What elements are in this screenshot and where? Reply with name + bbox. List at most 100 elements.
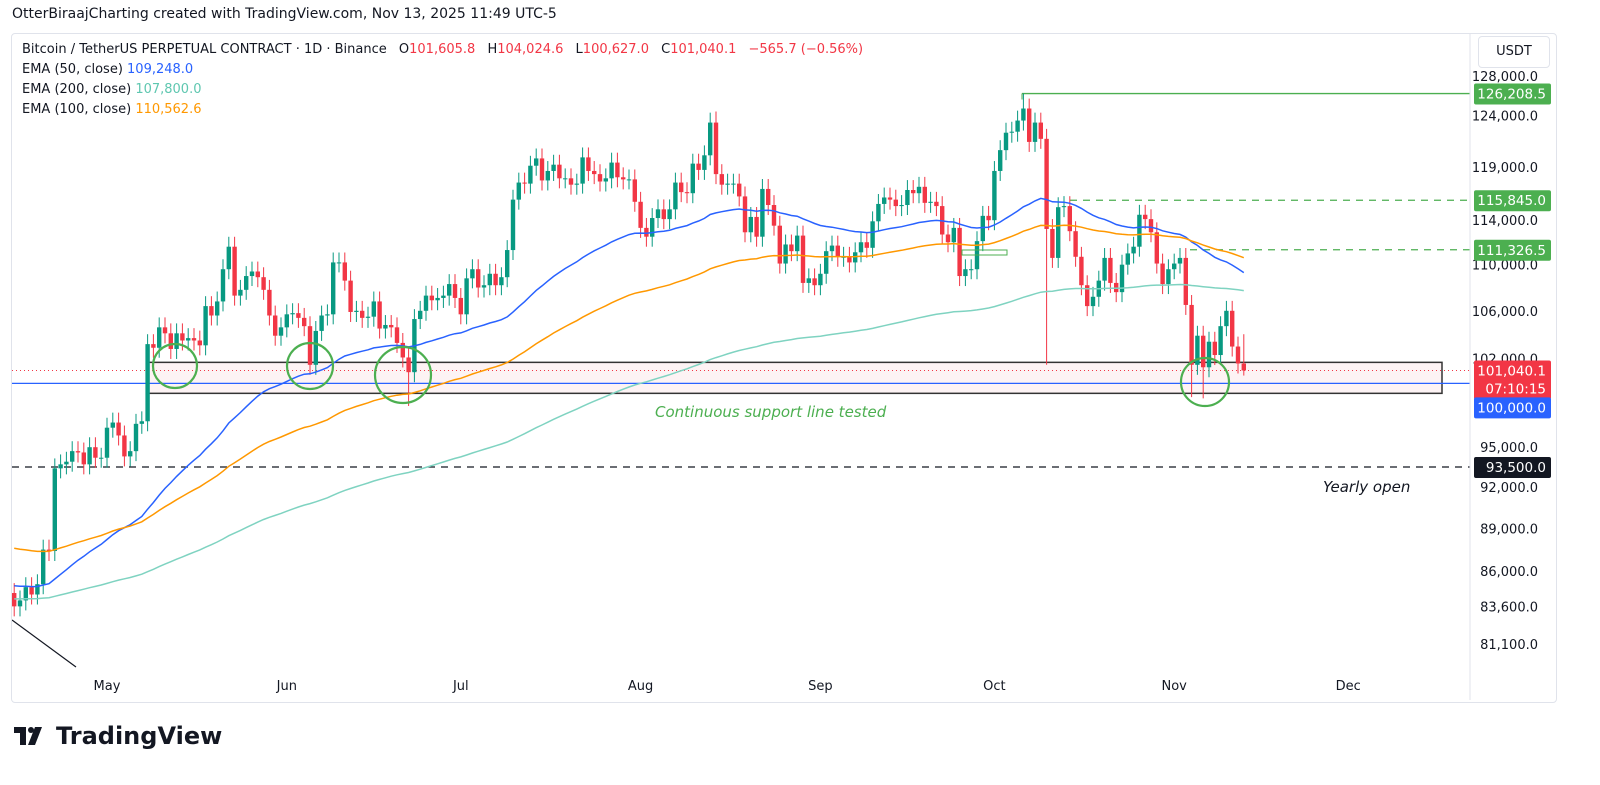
candle [348, 270, 353, 322]
candle [406, 347, 411, 406]
candle [887, 187, 893, 210]
candle-body [760, 188, 765, 237]
candle [806, 268, 811, 293]
candle-body [273, 315, 278, 336]
candle [197, 330, 202, 356]
candle [818, 263, 823, 296]
candle-body [916, 186, 922, 194]
candle [661, 199, 666, 230]
x-tick-label: Sep [808, 679, 833, 694]
candle-body [145, 344, 150, 422]
candle [702, 145, 707, 180]
candle [325, 304, 330, 326]
candle [1189, 295, 1194, 398]
candle-body [1143, 214, 1148, 220]
candle-body [1073, 231, 1078, 257]
candle [1090, 286, 1096, 317]
candle-body [319, 315, 324, 331]
legend-ema200[interactable]: EMA (200, close) 107,800.0 [22, 80, 863, 100]
candle [35, 574, 40, 605]
candle-body [383, 324, 388, 329]
candle-body [1230, 310, 1235, 347]
candle-body [957, 227, 962, 277]
candle [708, 112, 713, 166]
candle [23, 577, 28, 611]
candle [435, 288, 440, 311]
candle [29, 577, 34, 605]
legend-symbol-row: Bitcoin / TetherUS PERPETUAL CONTRACT · … [22, 40, 863, 60]
candle-body [1235, 346, 1241, 364]
candle [476, 259, 481, 298]
candle [655, 199, 661, 229]
candle-body [464, 278, 469, 315]
candle-body [452, 284, 458, 298]
candle-body [638, 201, 643, 228]
candle-body [800, 235, 806, 283]
candle-body [215, 301, 220, 316]
candle [847, 246, 852, 273]
x-tick-label: May [94, 679, 121, 694]
candle-body [998, 150, 1003, 171]
candle [638, 191, 643, 238]
candle-body [899, 205, 904, 207]
candle-body [632, 179, 637, 202]
ema100-value: 110,562.6 [135, 102, 202, 117]
ema-line-50 [14, 197, 1245, 588]
candle [969, 259, 974, 280]
candle [249, 261, 255, 287]
candle-body [1125, 253, 1130, 265]
candle [12, 583, 17, 617]
candle-body [522, 182, 527, 184]
legend-ema50[interactable]: EMA (50, close) 109,248.0 [22, 60, 863, 80]
candle [1085, 275, 1090, 317]
candle-body [244, 276, 249, 290]
currency-button[interactable]: USDT [1478, 36, 1550, 68]
symbol-title[interactable]: Bitcoin / TetherUS PERPETUAL CONTRACT · … [22, 42, 387, 57]
candle-body [1224, 310, 1229, 327]
candle [423, 285, 429, 321]
candle-body [893, 199, 898, 207]
candle-body [679, 182, 684, 193]
candle [255, 261, 260, 288]
candle-body [1114, 282, 1119, 293]
change-value: −565.7 (−0.56%) [748, 42, 864, 57]
candle-body [1189, 304, 1194, 365]
y-tick-label: 86,000.0 [1480, 565, 1538, 580]
candle-body [731, 183, 736, 185]
candle-body [1137, 214, 1142, 247]
candle [626, 169, 632, 190]
candle-body [829, 245, 835, 252]
candle [899, 195, 904, 217]
candle-body [35, 584, 40, 595]
candle-body [470, 269, 475, 279]
small-zone-marker [961, 249, 1008, 256]
support-badge-bg [1474, 397, 1551, 419]
yearly-open-annotation: Yearly open [1323, 478, 1410, 496]
candle [574, 173, 579, 195]
candle [186, 328, 191, 351]
candle-body [168, 333, 173, 349]
candle [441, 285, 446, 308]
y-tick-label: 89,000.0 [1480, 522, 1538, 537]
ema-line-100 [14, 224, 1245, 553]
candle [1131, 236, 1136, 264]
low-value: 100,627.0 [582, 42, 649, 57]
candle [539, 148, 545, 191]
candle-body [307, 326, 313, 365]
candle-body [1195, 335, 1200, 365]
candle-body [400, 342, 405, 358]
candle-body [992, 170, 997, 221]
candle-body [783, 244, 788, 264]
legend-ema100[interactable]: EMA (100, close) 110,562.6 [22, 100, 863, 120]
candle-body [858, 242, 864, 253]
tradingview-logo-icon [14, 727, 42, 745]
trend-line [12, 619, 77, 668]
candle-body [122, 435, 127, 457]
candle-body [1079, 256, 1084, 286]
candle [812, 268, 817, 296]
candle-body [261, 277, 266, 290]
candle [586, 147, 591, 181]
candle-body [278, 327, 284, 336]
y-tick-label: 128,000.0 [1472, 70, 1538, 85]
